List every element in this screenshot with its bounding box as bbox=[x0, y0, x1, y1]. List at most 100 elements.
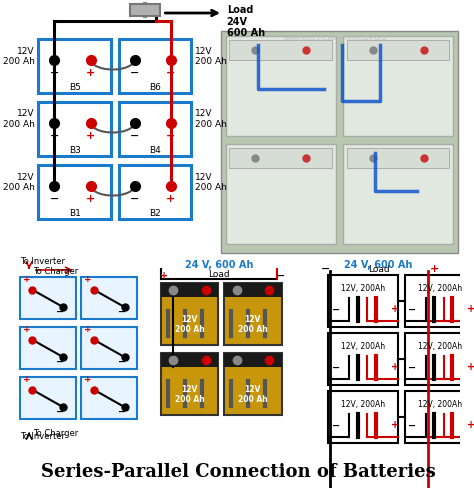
Text: +: + bbox=[84, 325, 92, 333]
Text: −: − bbox=[56, 306, 64, 316]
Bar bbox=[38, 103, 111, 157]
Text: 12V
200 Ah: 12V 200 Ah bbox=[3, 46, 35, 66]
Text: 12V
200 Ah: 12V 200 Ah bbox=[238, 314, 268, 333]
Text: −: − bbox=[50, 193, 59, 203]
Bar bbox=[20, 327, 76, 369]
Bar bbox=[20, 377, 76, 419]
Text: B5: B5 bbox=[69, 83, 81, 92]
Text: +: + bbox=[86, 67, 95, 78]
Bar bbox=[20, 278, 76, 319]
Bar bbox=[118, 40, 191, 94]
Bar bbox=[221, 32, 458, 253]
Text: −: − bbox=[332, 362, 340, 372]
Bar bbox=[82, 327, 137, 369]
Text: +: + bbox=[467, 420, 474, 429]
Text: 24 V, 600 Ah: 24 V, 600 Ah bbox=[185, 260, 254, 269]
Bar bbox=[229, 41, 332, 61]
Text: −: − bbox=[409, 304, 417, 314]
Bar bbox=[224, 284, 282, 346]
Text: To Charger: To Charger bbox=[33, 428, 78, 437]
Text: 12V
200 Ah: 12V 200 Ah bbox=[3, 109, 35, 129]
Text: +: + bbox=[467, 304, 474, 314]
Bar bbox=[224, 353, 282, 367]
Text: 12V
200 Ah: 12V 200 Ah bbox=[3, 172, 35, 191]
Bar bbox=[161, 284, 219, 297]
Text: +: + bbox=[84, 374, 92, 383]
Bar bbox=[161, 353, 219, 415]
Text: 12V, 200Ah: 12V, 200Ah bbox=[418, 341, 462, 350]
Bar bbox=[38, 165, 111, 220]
Bar bbox=[161, 353, 219, 367]
Text: www.electricaltechnology.org: www.electricaltechnology.org bbox=[283, 35, 386, 41]
Bar bbox=[328, 391, 398, 443]
Text: −: − bbox=[118, 306, 126, 316]
Text: B6: B6 bbox=[149, 83, 161, 92]
Text: −: − bbox=[56, 406, 64, 416]
Bar bbox=[347, 149, 449, 169]
Text: −: − bbox=[409, 420, 417, 429]
Text: 12V, 200Ah: 12V, 200Ah bbox=[341, 399, 385, 408]
Text: 12V
200 Ah: 12V 200 Ah bbox=[195, 109, 227, 129]
Text: +: + bbox=[166, 67, 175, 78]
Text: −: − bbox=[50, 67, 59, 78]
Text: −: − bbox=[56, 356, 64, 366]
Text: +: + bbox=[86, 193, 95, 203]
Text: −: − bbox=[118, 356, 126, 366]
Text: −: − bbox=[409, 362, 417, 372]
Text: 12V, 200Ah: 12V, 200Ah bbox=[418, 399, 462, 408]
Bar bbox=[38, 40, 111, 94]
Bar bbox=[328, 275, 398, 327]
Text: −: − bbox=[118, 406, 126, 416]
Bar bbox=[224, 353, 282, 415]
Bar bbox=[161, 284, 219, 346]
Bar bbox=[405, 275, 474, 327]
Text: 12V
200 Ah: 12V 200 Ah bbox=[195, 172, 227, 191]
Bar bbox=[229, 149, 332, 169]
Bar bbox=[405, 391, 474, 443]
Text: B1: B1 bbox=[69, 208, 81, 218]
Bar bbox=[226, 145, 336, 244]
Bar bbox=[343, 37, 453, 137]
Bar bbox=[347, 41, 449, 61]
Bar bbox=[405, 333, 474, 385]
Text: +: + bbox=[391, 362, 399, 372]
Bar bbox=[118, 165, 191, 220]
Text: −: − bbox=[332, 420, 340, 429]
Text: B2: B2 bbox=[149, 208, 161, 218]
Bar bbox=[82, 377, 137, 419]
Text: −: − bbox=[130, 130, 139, 140]
Text: +: + bbox=[391, 420, 399, 429]
Text: 12V, 200Ah: 12V, 200Ah bbox=[341, 341, 385, 350]
Bar bbox=[118, 103, 191, 157]
Text: To Inverter: To Inverter bbox=[20, 257, 65, 265]
Bar bbox=[224, 284, 282, 297]
Text: +: + bbox=[23, 325, 30, 333]
Text: +: + bbox=[84, 274, 92, 284]
Text: +: + bbox=[23, 274, 30, 284]
Text: −: − bbox=[130, 67, 139, 78]
Text: Load
24V
600 Ah: Load 24V 600 Ah bbox=[227, 5, 265, 38]
Text: −: − bbox=[130, 193, 139, 203]
Bar bbox=[343, 145, 453, 244]
Text: B3: B3 bbox=[69, 146, 81, 155]
Bar bbox=[328, 333, 398, 385]
Text: Series-Parallel Connection of Batteries: Series-Parallel Connection of Batteries bbox=[41, 462, 436, 480]
Bar bbox=[130, 5, 160, 17]
Text: 12V
200 Ah: 12V 200 Ah bbox=[238, 384, 268, 403]
Text: Load: Load bbox=[368, 265, 390, 274]
Text: +: + bbox=[430, 264, 439, 273]
Text: +: + bbox=[160, 270, 168, 281]
Text: B4: B4 bbox=[149, 146, 161, 155]
Text: +: + bbox=[391, 304, 399, 314]
Text: +: + bbox=[86, 130, 95, 140]
Text: 24 V, 600 Ah: 24 V, 600 Ah bbox=[345, 260, 413, 269]
Text: 12V
200 Ah: 12V 200 Ah bbox=[195, 46, 227, 66]
Text: 12V
200 Ah: 12V 200 Ah bbox=[174, 384, 204, 403]
Text: To Inverter: To Inverter bbox=[20, 431, 65, 440]
Bar bbox=[226, 37, 336, 137]
Text: +: + bbox=[23, 374, 30, 383]
Text: Load: Load bbox=[209, 269, 230, 279]
Text: 12V
200 Ah: 12V 200 Ah bbox=[174, 314, 204, 333]
Text: −: − bbox=[277, 270, 285, 281]
Text: To Charger: To Charger bbox=[33, 266, 78, 275]
